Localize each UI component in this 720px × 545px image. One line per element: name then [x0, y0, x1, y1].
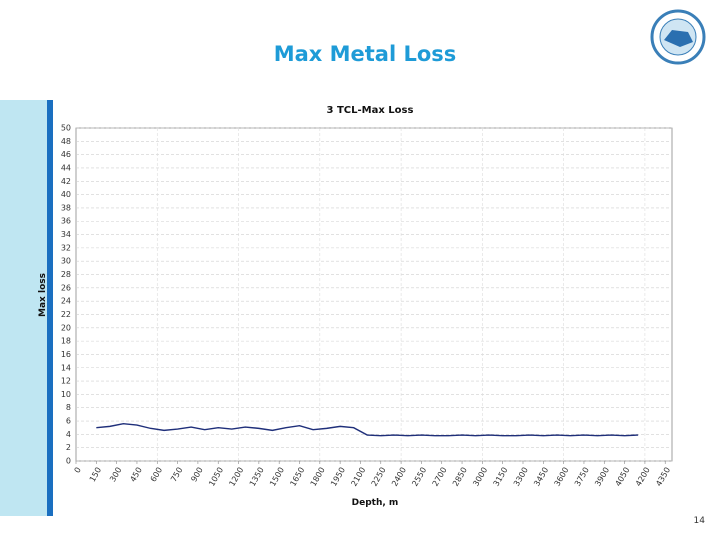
y-tick-label: 22: [61, 310, 71, 319]
y-tick-label: 38: [61, 203, 71, 212]
y-tick-label: 42: [61, 177, 71, 186]
data-line: [96, 422, 639, 437]
y-tick-label: 28: [61, 270, 71, 279]
y-tick-label: 46: [61, 150, 71, 159]
y-tick-label: 8: [66, 403, 71, 412]
y-tick-label: 14: [61, 363, 71, 372]
side-bar: [47, 100, 53, 516]
x-axis-title: Depth, m: [352, 498, 399, 508]
y-tick-label: 4: [66, 430, 71, 439]
y-tick-label: 44: [61, 163, 71, 172]
y-tick-label: 24: [61, 297, 71, 306]
y-tick-label: 34: [61, 230, 71, 239]
y-tick-label: 40: [61, 190, 71, 199]
y-tick-label: 2: [66, 443, 71, 452]
y-tick-label: 26: [61, 283, 71, 292]
y-tick-label: 30: [61, 257, 71, 266]
logo: [650, 9, 706, 65]
y-tick-label: 12: [61, 377, 71, 386]
y-tick-label: 20: [61, 323, 71, 332]
x-tick-label: 0: [73, 466, 83, 475]
page-number: 14: [694, 516, 706, 526]
y-tick-label: 36: [61, 217, 71, 226]
side-band: [0, 100, 47, 516]
y-tick-label: 16: [61, 350, 71, 359]
y-tick-label: 48: [61, 137, 71, 146]
y-axis-title: Max loss: [38, 273, 48, 317]
chart-title: 3 TCL-Max Loss: [327, 105, 414, 116]
y-tick-label: 10: [61, 390, 71, 399]
y-tick-label: 18: [61, 337, 71, 346]
y-tick-label: 0: [66, 457, 71, 466]
y-tick-label: 50: [61, 124, 71, 133]
slide-title: Max Metal Loss: [274, 42, 457, 66]
y-tick-label: 32: [61, 243, 71, 252]
y-tick-label: 6: [66, 417, 71, 426]
